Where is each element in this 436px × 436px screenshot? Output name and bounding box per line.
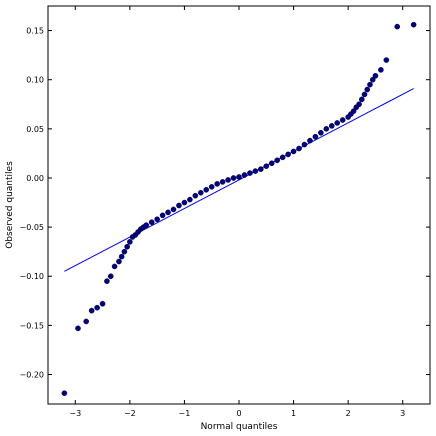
data-point [83,318,89,325]
data-point [367,81,373,88]
data-point [247,170,253,176]
data-point [361,91,368,98]
data-point [358,96,365,103]
data-point [378,67,384,73]
data-point [176,202,182,209]
x-tick-label: −3 [69,409,81,418]
data-point [328,123,335,129]
data-point [170,206,177,213]
data-point [312,133,319,140]
y-tick-label: 0.05 [26,125,44,134]
data-point [230,175,237,181]
data-point [203,186,210,193]
x-axis-label: Normal quantiles [201,422,278,432]
data-point [111,263,118,270]
y-tick-label: −0.05 [19,223,44,232]
data-point [285,151,291,158]
data-point [214,181,220,187]
data-point [241,172,248,178]
x-tick-label: 0 [236,409,241,418]
data-point [75,325,81,332]
data-point [61,390,68,396]
x-tick-label: 2 [346,409,351,418]
y-tick-label: −0.15 [19,321,44,330]
data-point [99,300,106,307]
data-point [369,76,376,83]
x-tick-label: −1 [179,409,191,418]
x-tick-label: −2 [124,409,136,418]
data-point [364,86,371,93]
data-point [236,174,242,180]
data-point [252,168,259,174]
data-point [307,137,313,144]
data-point [127,239,133,245]
data-point [159,212,166,219]
data-point [334,120,341,126]
y-tick-label: 0.00 [26,174,44,183]
data-point [394,23,401,30]
axes: −3 −2 −1 0 1 2 3 −0.20 −0.15 −0.10 −0.05 0.00 0.05 0.… [19,5,431,418]
data-point [192,192,199,199]
y-tick-label: −0.10 [19,272,44,281]
data-point [225,177,231,183]
reference-line [64,88,414,272]
data-point [274,157,281,164]
x-tick-label: 3 [400,409,405,418]
data-point [121,248,128,255]
data-point [219,179,226,185]
data-point [301,141,308,148]
data-point [104,278,110,284]
data-point [118,253,125,260]
data-point [268,160,275,167]
plot-area [61,21,417,396]
x-tick-label: 1 [291,409,296,418]
data-point [94,304,100,311]
data-point [258,166,264,172]
data-point [124,243,130,250]
data-point [318,129,324,136]
data-point [356,101,362,108]
data-point [263,163,270,169]
data-point [116,258,122,265]
y-tick-label: 0.15 [26,27,44,36]
data-point [107,273,114,280]
data-point [197,189,204,196]
data-point [410,21,417,28]
data-point [181,199,188,206]
y-axis-label: Observed quantiles [5,161,15,249]
y-tick-label: −0.20 [19,371,44,380]
data-point [323,126,330,132]
data-point [187,196,193,203]
data-point [208,184,215,190]
data-point [143,222,150,228]
data-point [296,145,302,152]
data-point [372,72,379,79]
data-point [148,219,155,225]
data-point [290,148,297,155]
data-point [88,307,95,314]
data-point [383,57,390,63]
data-point [339,117,346,123]
data-point [154,216,160,223]
data-point [279,154,286,161]
data-point [165,209,171,216]
data-point [350,108,357,114]
y-tick-label: 0.10 [26,76,44,85]
